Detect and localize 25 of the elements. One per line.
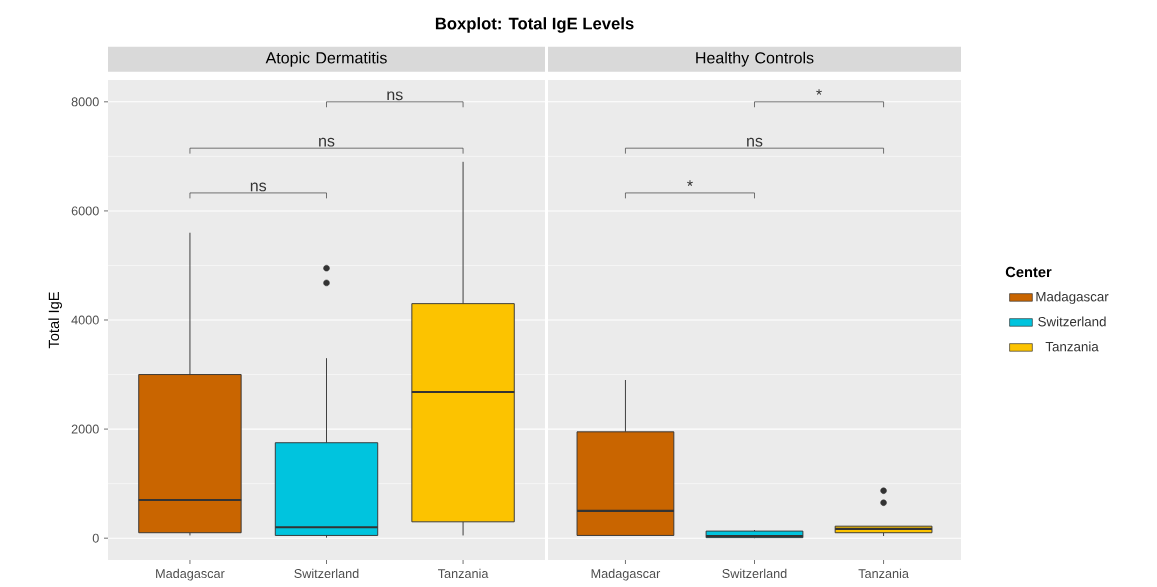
chart-subtitle: Healthy Controls <box>696 51 814 67</box>
y-tick-label: 6000 <box>71 206 99 216</box>
x-tick-label: Switzerland <box>722 568 787 579</box>
chart-subtitle: Atopic Dermatitis <box>265 51 387 67</box>
x-tick-label: Tanzania <box>438 568 489 579</box>
legend-label: Switzerland <box>1038 316 1106 327</box>
annotation: ns <box>387 91 403 101</box>
annotation: ns <box>250 182 267 192</box>
y-tick-label: 0 <box>92 533 99 543</box>
x-tick-label: Switzerland <box>294 568 359 579</box>
annotation: ns <box>319 137 335 147</box>
y-tick-label: 2000 <box>71 424 99 434</box>
chart-title: Boxplot: Total IgE Levels <box>435 17 634 33</box>
legend-label: Tanzania <box>1045 341 1099 352</box>
x-tick-label: Madagascar <box>156 568 225 581</box>
annotation: * <box>816 89 822 95</box>
annotation: ns <box>747 137 763 147</box>
legend-label: Madagascar <box>1036 291 1109 305</box>
annotation: * <box>687 180 693 186</box>
y-tick-label: 8000 <box>71 97 99 107</box>
x-tick-label: Tanzania <box>858 568 909 579</box>
legend-title: Center <box>1005 266 1052 278</box>
x-tick-label: Madagascar <box>591 568 661 581</box>
y-axis-title: Total IgE <box>48 292 62 349</box>
y-tick-label: 4000 <box>71 315 99 325</box>
